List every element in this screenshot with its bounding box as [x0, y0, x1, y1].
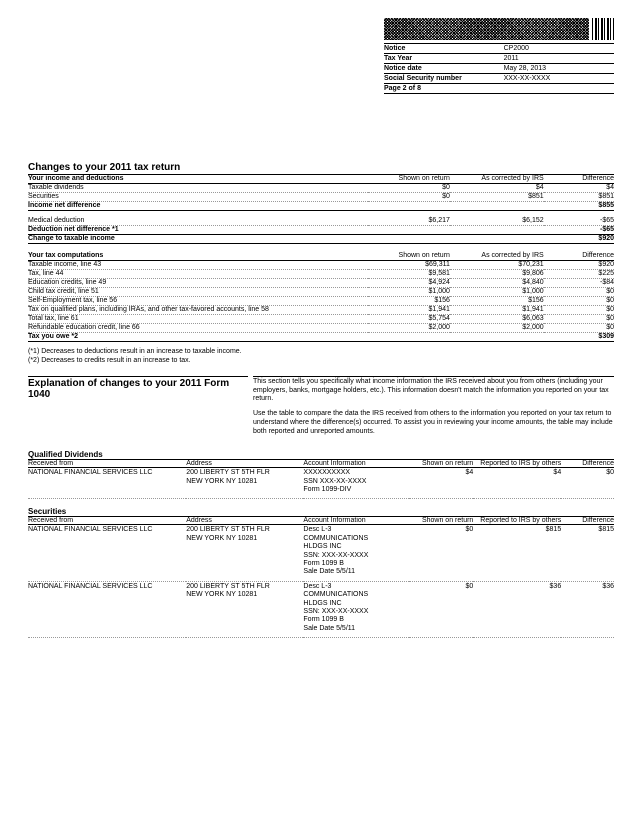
table-row: NATIONAL FINANCIAL SERVICES LLC200 LIBER…	[28, 468, 614, 499]
income-header: Your income and deductions	[28, 175, 368, 184]
note-2: (*2) Decreases to credits result in an i…	[28, 357, 614, 366]
qualified-table: Received from Address Account Informatio…	[28, 460, 614, 499]
meta-table: NoticeCP2000 Tax Year2011 Notice dateMay…	[384, 43, 614, 94]
comp-header: Your tax computations	[28, 252, 368, 261]
securities-section: Securities Received from Address Account…	[28, 507, 614, 638]
meta-notice-label: Notice	[384, 44, 504, 54]
net-income-label: Income net difference	[28, 202, 368, 211]
table-row: Taxable dividends$0$4$4	[28, 184, 614, 193]
table-row: Refundable education credit, line 66$2,0…	[28, 324, 614, 333]
note-1: (*1) Decreases to deductions result in a…	[28, 348, 614, 357]
header-block: NoticeCP2000 Tax Year2011 Notice dateMay…	[384, 18, 614, 94]
deduction-net-label: Deduction net difference *1	[28, 225, 368, 234]
table-row: NATIONAL FINANCIAL SERVICES LLC200 LIBER…	[28, 525, 614, 581]
table-row: Total tax, line 61$5,754$6,063$0	[28, 315, 614, 324]
meta-ssn-label: Social Security number	[384, 74, 504, 84]
table-row: Medical deduction$6,217$6,152-$65	[28, 217, 614, 226]
tax-owe-val: $309	[544, 333, 614, 342]
col-diff: Difference	[544, 175, 614, 184]
meta-ssn-value: XXX-XX-XXXX	[504, 74, 614, 84]
meta-page: Page 2 of 8	[384, 84, 614, 94]
table-row: Tax, line 44$9,581$9,806$225	[28, 269, 614, 278]
page: NoticeCP2000 Tax Year2011 Notice dateMay…	[0, 0, 642, 822]
securities-table: Received from Address Account Informatio…	[28, 517, 614, 638]
explain-para-2: Use the table to compare the data the IR…	[253, 410, 614, 436]
footnotes: (*1) Decreases to deductions result in a…	[28, 348, 614, 366]
net-income-val: $855	[544, 202, 614, 211]
changes-title: Changes to your 2011 tax return	[28, 162, 614, 175]
table-row: Self-Employment tax, line 56$156$156$0	[28, 297, 614, 306]
meta-date-label: Notice date	[384, 64, 504, 74]
table-row: Education credits, line 49$4,924$4,840-$…	[28, 278, 614, 287]
table-row: Tax on qualified plans, including IRAs, …	[28, 306, 614, 315]
meta-taxyear-label: Tax Year	[384, 54, 504, 64]
qualified-title: Qualified Dividends	[28, 450, 614, 460]
meta-date-value: May 28, 2013	[504, 64, 614, 74]
meta-taxyear-value: 2011	[504, 54, 614, 64]
explain-para-1: This section tells you specifically what…	[253, 378, 614, 404]
col-shown: Shown on return	[368, 175, 450, 184]
tax-computations-table: Your tax computations Shown on return As…	[28, 252, 614, 342]
table-row: Taxable income, line 43$69,311$70,231$92…	[28, 260, 614, 269]
income-deductions-table: Your income and deductions Shown on retu…	[28, 175, 614, 244]
table-row: Child tax credit, line 51$1,000$1,000$0	[28, 288, 614, 297]
change-taxable-val: $920	[544, 234, 614, 243]
change-taxable-label: Change to taxable income	[28, 234, 368, 243]
table-row: Securities$0$851$851	[28, 193, 614, 202]
barcode	[384, 18, 614, 40]
meta-notice-value: CP2000	[504, 44, 614, 54]
table-row: NATIONAL FINANCIAL SERVICES LLC200 LIBER…	[28, 581, 614, 637]
deduction-net-val: -$65	[544, 225, 614, 234]
tax-owe-label: Tax you owe *2	[28, 333, 368, 342]
securities-title: Securities	[28, 507, 614, 517]
explanation-body: This section tells you specifically what…	[253, 376, 614, 437]
qualified-dividends-section: Qualified Dividends Received from Addres…	[28, 450, 614, 499]
explanation-section: Explanation of changes to your 2011 Form…	[28, 376, 614, 443]
col-corrected: As corrected by IRS	[450, 175, 544, 184]
explanation-title: Explanation of changes to your 2011 Form…	[28, 376, 248, 400]
